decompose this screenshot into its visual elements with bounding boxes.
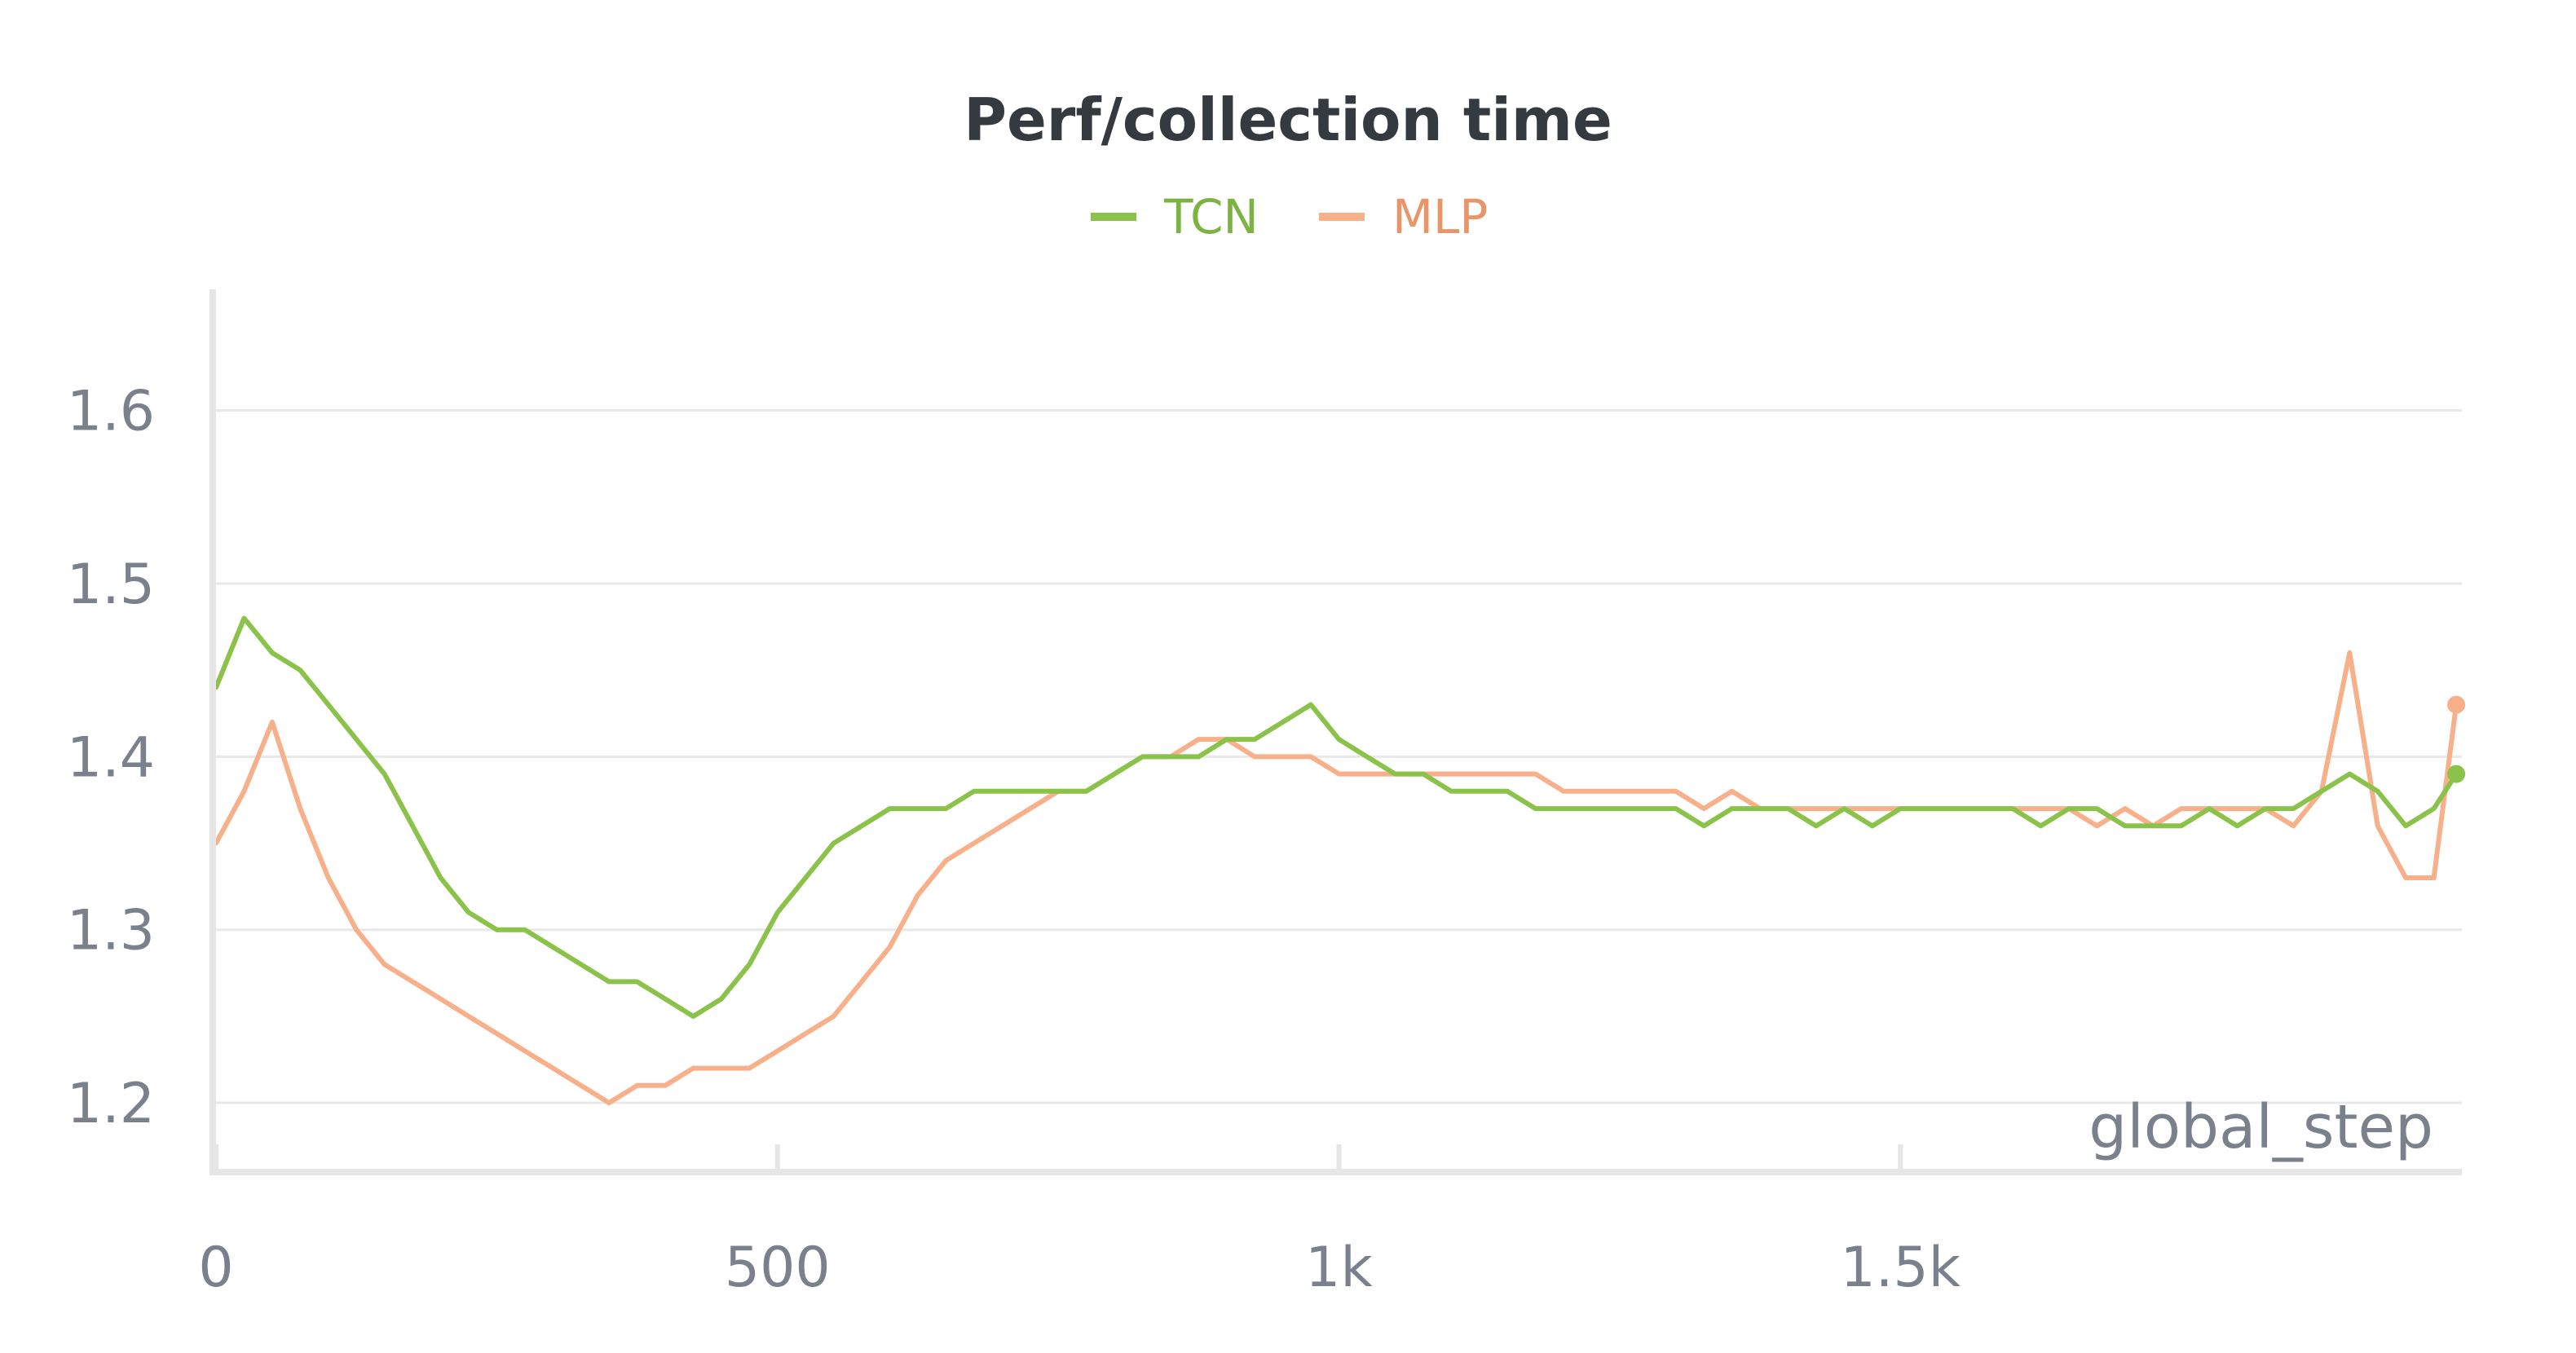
x-tick-label: 0 (198, 1236, 233, 1300)
gridlines (216, 409, 2462, 1104)
x-axis-label: global_step (2089, 1092, 2433, 1162)
y-tick-label: 1.3 (67, 899, 155, 963)
y-tick-label: 1.2 (67, 1072, 155, 1136)
series-line-mlp (214, 650, 2459, 1106)
y-tick-label: 1.6 (67, 380, 155, 444)
y-tick-label: 1.5 (67, 553, 155, 617)
x-ticks: 0 500 1k 1.5k (198, 1144, 1961, 1300)
data-point-tcn (2447, 765, 2466, 783)
series-lines (214, 615, 2466, 1106)
data-point-mlp (2447, 695, 2466, 714)
y-tick-label: 1.4 (67, 725, 155, 790)
x-tick-label: 1k (1305, 1236, 1373, 1300)
legend-label-tcn: TCN (1163, 189, 1259, 245)
y-ticks: 1.2 1.3 1.4 1.5 1.6 (67, 380, 155, 1136)
x-tick-label: 500 (725, 1236, 831, 1300)
legend: TCN MLP (1091, 189, 1488, 245)
x-tick-label: 1.5k (1840, 1236, 1961, 1300)
chart-title: Perf/collection time (964, 86, 1612, 154)
legend-label-mlp: MLP (1392, 189, 1488, 245)
series-line-tcn (214, 615, 2459, 1019)
